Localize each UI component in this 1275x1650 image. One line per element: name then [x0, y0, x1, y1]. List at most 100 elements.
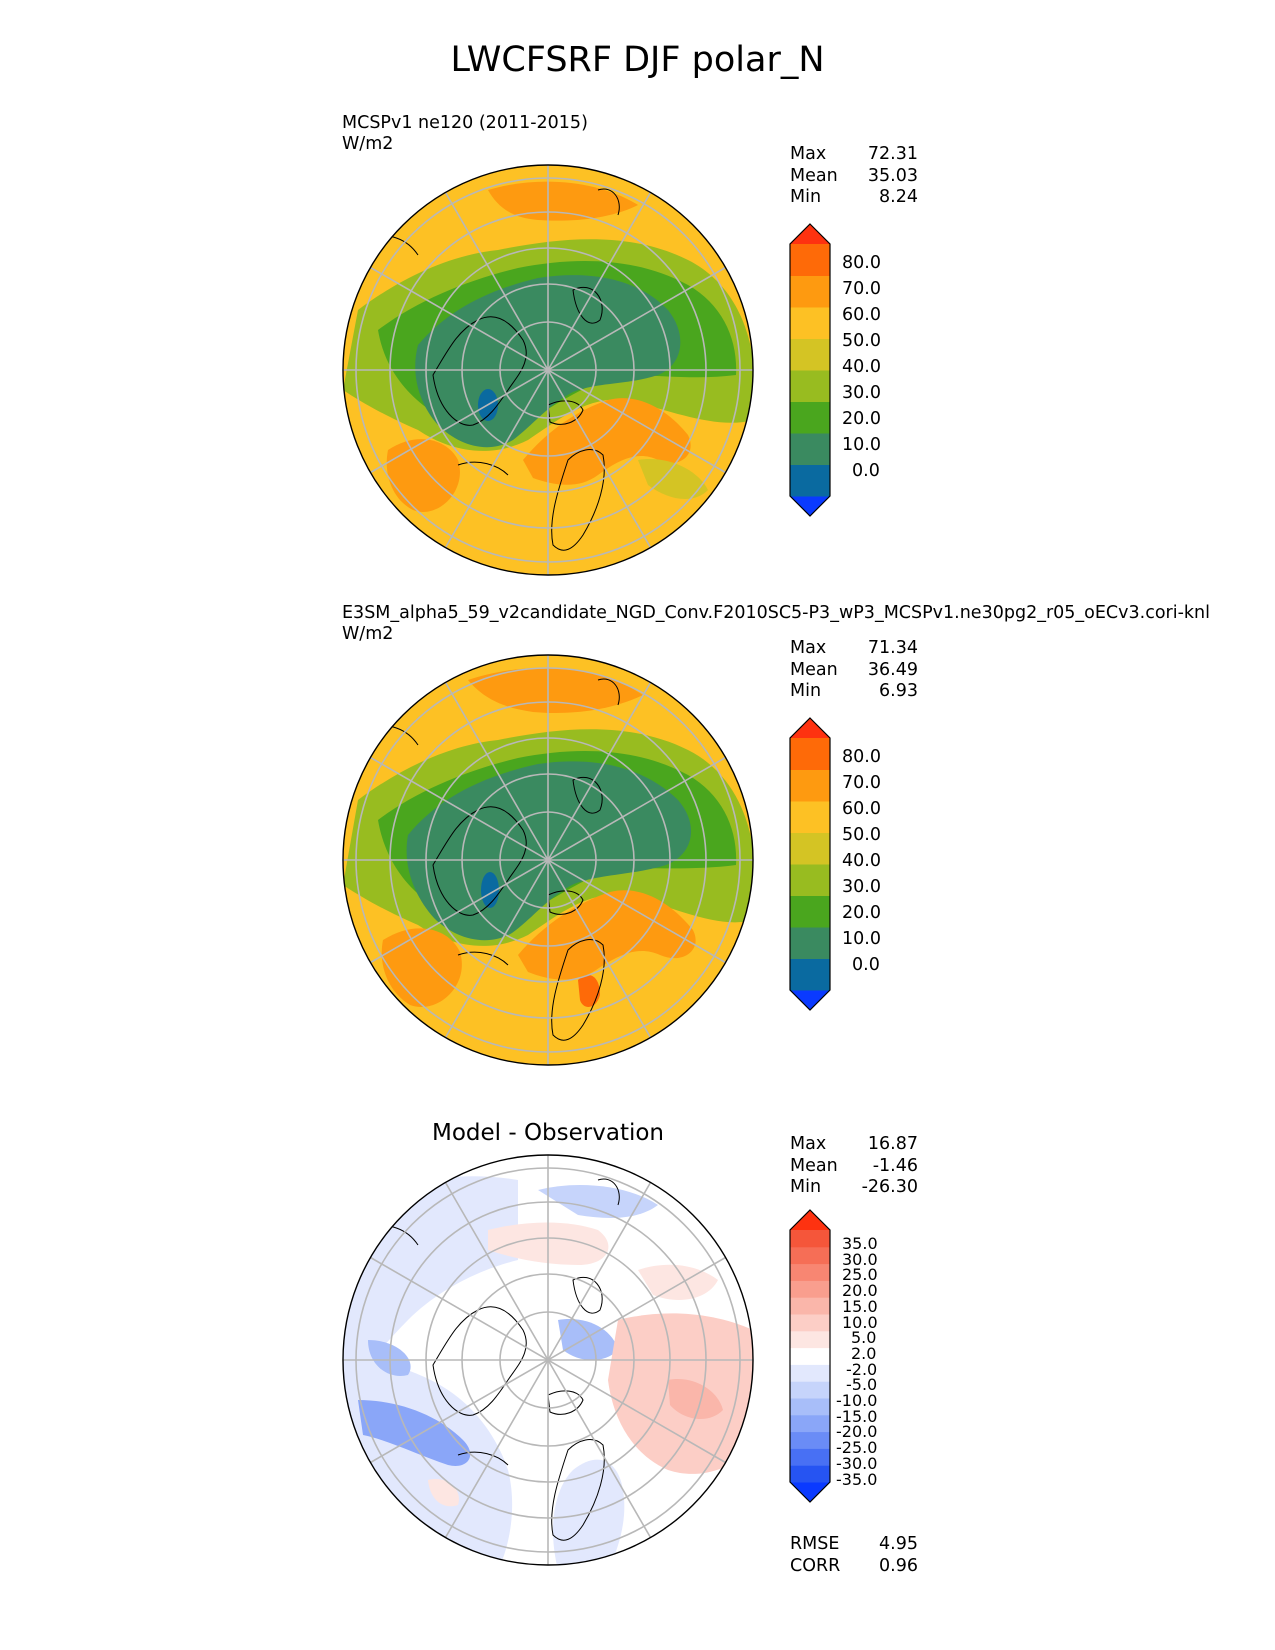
colorbar-segment	[790, 1246, 830, 1265]
panel-ref-stats: Max 71.34 Mean 36.49 Min 6.93	[790, 638, 918, 703]
colorbar-outline	[789, 1209, 831, 1503]
cb-tick: -20.0	[836, 1422, 878, 1442]
panel-diff-title: Model - Observation	[431, 1120, 665, 1146]
cb-tick: 50.0	[842, 331, 881, 351]
cb-tick: 60.0	[842, 799, 881, 819]
cb-tick: -30.0	[836, 1453, 878, 1473]
cb-tick: 2.0	[851, 1343, 877, 1363]
cb-tick: 60.0	[842, 305, 881, 325]
colorbar-segment	[790, 769, 830, 802]
colorbar-segment	[790, 1347, 830, 1365]
metric-rmse-label: RMSE	[790, 1534, 840, 1554]
colorbar-segment	[790, 832, 830, 865]
cb-tick: 50.0	[842, 825, 881, 845]
cb-tick: 20.0	[842, 1281, 878, 1301]
cb-tick: 10.0	[842, 929, 881, 949]
panel-diff-map	[342, 1154, 754, 1566]
colorbar-extend-low	[790, 990, 830, 1010]
colorbar-extend-low	[790, 1482, 830, 1502]
colorbar-segment	[790, 307, 830, 339]
colorbar-segment	[790, 1364, 830, 1382]
colorbar-segment	[790, 244, 830, 276]
stat-mean-label: Mean	[790, 1155, 838, 1176]
panel-test-title: MCSPv1 ne120 (2011-2015)	[342, 113, 588, 133]
panel-test-colorbar	[789, 223, 831, 517]
colorbar-segment	[790, 338, 830, 371]
cb-tick: 25.0	[842, 1265, 878, 1285]
colorbar-extend-high	[790, 1210, 830, 1230]
colorbar-outline	[789, 717, 831, 1011]
cb-tick: 20.0	[842, 409, 881, 429]
cb-tick: 15.0	[842, 1296, 878, 1316]
colorbar-segment	[790, 738, 830, 770]
cb-tick: -10.0	[836, 1391, 878, 1410]
metric-corr-label: CORR	[790, 1555, 841, 1576]
cb-tick: 35.0	[842, 1234, 878, 1253]
stat-mean-label: Mean	[790, 165, 838, 186]
colorbar-segment	[790, 1263, 830, 1281]
cb-tick: 20.0	[842, 903, 881, 923]
colorbar-segment	[790, 958, 830, 991]
colorbar-segment	[790, 1297, 830, 1315]
colorbar-segment	[790, 275, 830, 308]
cb-tick: 10.0	[842, 435, 881, 455]
stat-max-label: Max	[790, 638, 827, 658]
colorbar-segment	[790, 1280, 830, 1298]
colorbar-segment	[790, 1398, 830, 1416]
cb-tick: 0.0	[852, 955, 880, 975]
panel-diff-metrics: RMSE 4.95 CORR 0.96	[790, 1534, 918, 1577]
colorbar-segment	[790, 864, 830, 896]
cb-tick: -25.0	[836, 1438, 878, 1458]
colorbar-segment	[790, 1448, 830, 1466]
colorbar-outline	[789, 223, 831, 517]
colorbar-segment	[790, 433, 830, 465]
cb-tick: 80.0	[842, 747, 881, 767]
colorbar-segment	[790, 895, 830, 928]
metric-corr-value: 0.96	[879, 1555, 918, 1576]
stat-min-label: Min	[790, 1177, 822, 1197]
colorbar-segment	[790, 927, 830, 959]
cb-tick: 10.0	[842, 1312, 878, 1332]
cb-tick: 70.0	[842, 773, 881, 793]
colorbar-segment	[790, 1414, 830, 1433]
cb-tick: -2.0	[846, 1359, 878, 1379]
colorbar-segment	[790, 801, 830, 833]
stat-max-label: Max	[790, 144, 827, 164]
colorbar-extend-high	[790, 224, 830, 244]
stat-min-value: 8.24	[879, 187, 918, 207]
cb-tick: -15.0	[836, 1406, 878, 1426]
panel-ref-title: E3SM_alpha5_59_v2candidate_NGD_Conv.F201…	[342, 603, 1210, 623]
cb-tick: 30.0	[842, 877, 881, 897]
stat-min-value: -26.30	[861, 1177, 918, 1197]
colorbar-segment	[790, 464, 830, 497]
cb-tick: -35.0	[836, 1469, 878, 1489]
cb-tick: 30.0	[842, 383, 881, 403]
colorbar-segment	[790, 370, 830, 402]
panel-test-stats: Max 72.31 Mean 35.03 Min 8.24	[790, 144, 918, 209]
stat-min-value: 6.93	[879, 681, 918, 701]
stat-max-value: 71.34	[867, 638, 918, 658]
colorbar-segment	[790, 1330, 830, 1349]
cb-tick: 40.0	[842, 357, 881, 377]
stat-max-value: 16.87	[867, 1134, 918, 1154]
panel-test-map	[342, 164, 754, 576]
colorbar-segment	[790, 1431, 830, 1449]
stat-min-label: Min	[790, 681, 822, 701]
panel-ref-map	[342, 654, 754, 1066]
stat-mean-value: 36.49	[867, 659, 918, 680]
cb-tick: 5.0	[851, 1328, 877, 1348]
panel-ref-units: W/m2	[342, 624, 394, 644]
panel-ref-colorbar	[789, 717, 831, 1011]
cb-tick: 80.0	[842, 253, 881, 273]
colorbar-extend-high	[790, 718, 830, 738]
stat-mean-value: 35.03	[867, 165, 918, 186]
cb-tick: 70.0	[842, 279, 881, 299]
colorbar-segment	[790, 401, 830, 434]
stat-min-label: Min	[790, 187, 822, 207]
colorbar-extend-low	[790, 496, 830, 516]
colorbar-segment	[790, 1314, 830, 1332]
colorbar-segment	[790, 1230, 830, 1248]
stat-mean-value: -1.46	[872, 1155, 918, 1176]
panel-test-units: W/m2	[342, 134, 394, 154]
cb-tick: 40.0	[842, 851, 881, 871]
